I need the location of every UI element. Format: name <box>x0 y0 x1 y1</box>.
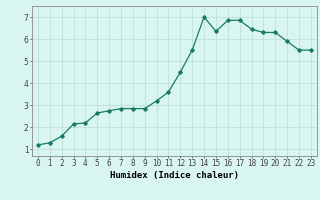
X-axis label: Humidex (Indice chaleur): Humidex (Indice chaleur) <box>110 171 239 180</box>
